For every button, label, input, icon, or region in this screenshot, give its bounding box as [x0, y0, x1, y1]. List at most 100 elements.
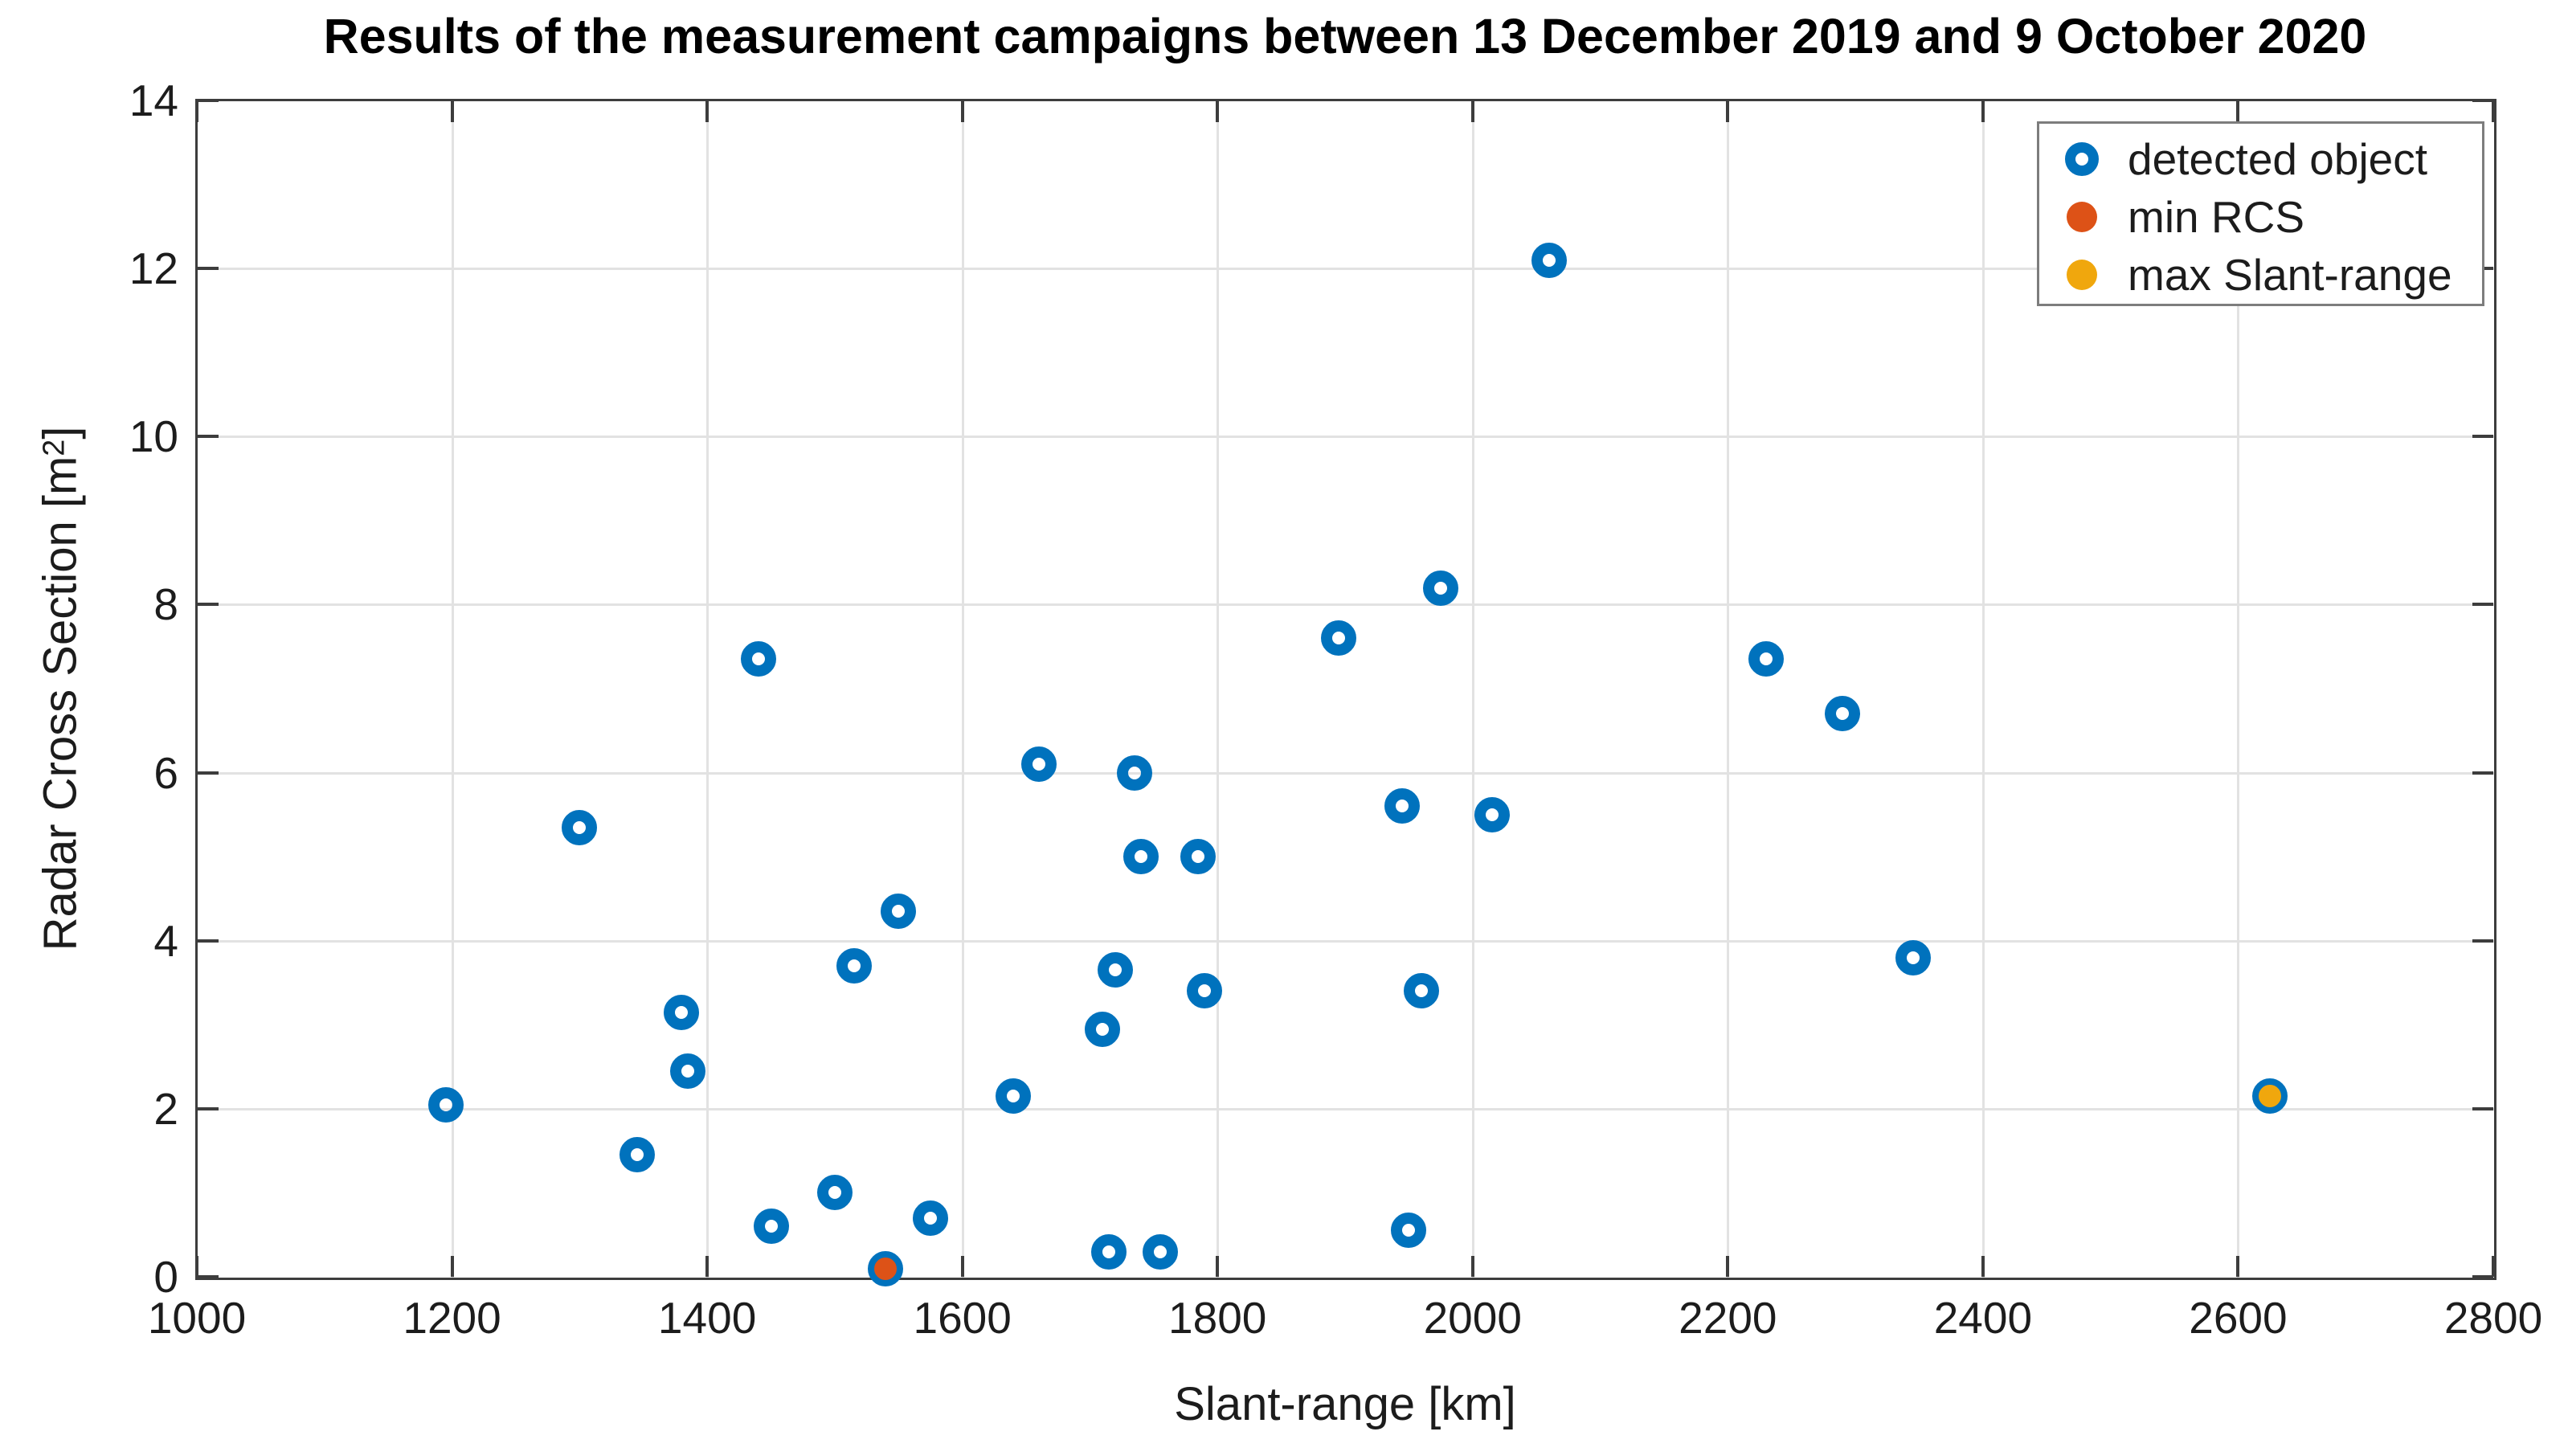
x-tick-label: 1800 — [1168, 1293, 1267, 1343]
x-tick-label: 1200 — [403, 1293, 501, 1343]
x-tick-mark — [450, 1256, 454, 1277]
scatter-point-detected-object — [753, 1209, 789, 1245]
x-gridline — [961, 101, 964, 1278]
chart-title: Results of the measurement campaigns bet… — [323, 9, 2367, 63]
x-tick-mark — [2236, 1256, 2240, 1277]
x-axis-label: Slant-range [km] — [1174, 1378, 1516, 1430]
scatter-point-detected-object — [1122, 839, 1159, 875]
scatter-point-detected-object — [881, 894, 917, 930]
x-tick-label: 1400 — [657, 1293, 757, 1343]
scatter-point-detected-object — [996, 1078, 1032, 1114]
scatter-point-detected-object — [1085, 1011, 1121, 1047]
x-tick-mark — [2492, 1256, 2495, 1277]
y-axis-label: Radar Cross Section [m2] — [34, 427, 88, 951]
scatter-point-detected-object — [1748, 641, 1784, 677]
x-tick-label: 1600 — [913, 1293, 1012, 1343]
scatter-point-detected-object — [1423, 570, 1459, 606]
y-gridline — [198, 268, 2494, 271]
y-axis-label-close: ] — [34, 426, 87, 440]
x-tick-mark — [1216, 1256, 1220, 1277]
scatter-point-detected-object — [1474, 796, 1510, 832]
y-gridline — [198, 436, 2494, 439]
legend-swatch-filled-circle — [2067, 260, 2097, 290]
x-tick-mark-top — [2236, 101, 2240, 122]
x-tick-mark — [195, 1256, 198, 1277]
y-tick-label: 2 — [153, 1083, 178, 1134]
y-gridline — [198, 603, 2494, 607]
y-tick-label: 8 — [153, 579, 178, 630]
x-gridline — [1727, 101, 1730, 1278]
scatter-point-detected-object — [1020, 746, 1057, 783]
x-tick-label: 2000 — [1423, 1293, 1522, 1343]
y-tick-label: 4 — [153, 915, 178, 966]
y-tick-label: 6 — [153, 747, 178, 798]
y-axis-label-superscript: 2 — [36, 439, 71, 456]
x-tick-mark — [1726, 1256, 1730, 1277]
x-tick-label: 2200 — [1679, 1293, 1777, 1343]
x-tick-mark-top — [960, 101, 964, 122]
x-tick-label: 2600 — [2189, 1293, 2288, 1343]
legend-label: max Slant-range — [2128, 250, 2452, 300]
scatter-point-detected-object — [562, 809, 598, 845]
x-tick-mark-top — [2492, 101, 2495, 122]
y-tick-mark-right — [2472, 1275, 2493, 1278]
x-gridline — [1217, 101, 1220, 1278]
y-tick-mark — [198, 99, 219, 102]
legend: detected object min RCS max Slant-range — [2037, 121, 2484, 306]
y-tick-mark-right — [2472, 603, 2493, 607]
y-tick-mark — [198, 435, 219, 439]
scatter-point-detected-object — [1187, 973, 1223, 1009]
scatter-point-detected-object — [670, 1053, 706, 1089]
legend-label: detected object — [2128, 134, 2428, 184]
scatter-point-detected-object — [619, 1137, 655, 1173]
scatter-point-detected-object — [1091, 1233, 1127, 1270]
scatter-point-detected-object — [816, 1175, 853, 1211]
scatter-point-detected-object — [1895, 939, 1931, 975]
legend-label: min RCS — [2128, 192, 2305, 242]
x-tick-mark-top — [1726, 101, 1730, 122]
x-tick-mark-top — [1470, 101, 1474, 122]
y-tick-mark — [198, 939, 219, 943]
x-tick-mark-top — [1216, 101, 1220, 122]
scatter-point-max-slant-range — [2252, 1078, 2288, 1114]
x-tick-mark — [705, 1256, 709, 1277]
plot-border — [195, 99, 2496, 1280]
scatter-point-detected-object — [427, 1086, 464, 1123]
y-gridline — [198, 1107, 2494, 1110]
scatter-point-min-rcs — [868, 1250, 904, 1286]
legend-swatch-filled-circle — [2067, 202, 2097, 232]
scatter-point-detected-object — [1321, 620, 1357, 656]
x-tick-label: 2800 — [2443, 1293, 2543, 1343]
y-tick-mark-right — [2472, 771, 2493, 775]
legend-row: detected object — [2039, 130, 2482, 188]
legend-row: min RCS — [2039, 188, 2482, 246]
y-tick-mark — [198, 771, 219, 775]
scatter-point-detected-object — [912, 1200, 948, 1236]
y-tick-mark — [198, 603, 219, 607]
scatter-point-detected-object — [1825, 696, 1861, 732]
x-tick-mark-top — [450, 101, 454, 122]
x-gridline — [706, 101, 709, 1278]
x-gridline — [2237, 101, 2240, 1278]
legend-row: max Slant-range — [2039, 246, 2482, 304]
y-axis-label-text: Radar Cross Section [m — [34, 456, 87, 951]
legend-swatch-open-circle — [2065, 142, 2099, 176]
scatter-point-detected-object — [1531, 242, 1568, 278]
scatter-point-detected-object — [1098, 952, 1134, 988]
x-tick-mark — [1470, 1256, 1474, 1277]
y-tick-mark — [198, 1275, 219, 1278]
y-tick-label: 0 — [153, 1252, 178, 1302]
x-gridline — [1471, 101, 1474, 1278]
x-tick-mark — [960, 1256, 964, 1277]
scatter-point-detected-object — [836, 948, 872, 984]
y-tick-mark-right — [2472, 435, 2493, 439]
y-tick-label: 14 — [129, 76, 178, 125]
y-gridline — [198, 771, 2494, 775]
scatter-point-detected-object — [1180, 839, 1217, 875]
y-gridline — [198, 939, 2494, 943]
x-tick-mark-top — [1981, 101, 1985, 122]
x-gridline — [1981, 101, 1985, 1278]
x-gridline — [451, 101, 454, 1278]
y-tick-label: 10 — [129, 411, 178, 462]
scatter-point-detected-object — [664, 994, 700, 1030]
